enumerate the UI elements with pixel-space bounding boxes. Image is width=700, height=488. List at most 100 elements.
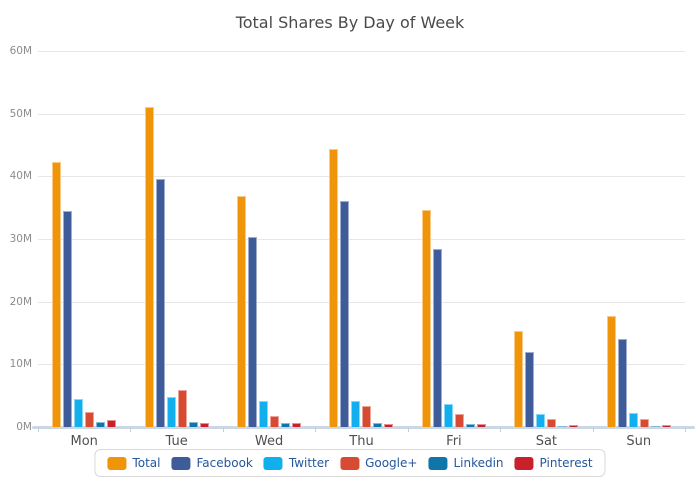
x-axis-category-label-wed: Wed: [254, 434, 284, 449]
legend-item-facebook[interactable]: Facebook: [171, 456, 253, 470]
bar-google-sat[interactable]: [547, 418, 557, 427]
y-axis-tick-label: 40M: [9, 170, 32, 183]
bar-pinterest-tue[interactable]: [199, 422, 209, 427]
bar-linkedin-sat[interactable]: [558, 426, 568, 427]
x-axis-tick: [222, 427, 224, 432]
x-axis-tick: [500, 427, 502, 432]
x-axis-line: [32, 426, 695, 429]
gridline-20m: [38, 301, 685, 303]
bar-google-wed[interactable]: [270, 415, 280, 427]
bar-facebook-thu[interactable]: [340, 200, 350, 427]
y-axis-tick-label: 50M: [9, 107, 32, 120]
legend-swatch-linkedin: [428, 456, 448, 470]
bar-total-sat[interactable]: [514, 331, 524, 427]
bar-twitter-wed[interactable]: [259, 401, 269, 427]
bar-group-wed: [223, 51, 315, 427]
y-axis-tick-label: 20M: [9, 295, 32, 308]
legend-item-twitter[interactable]: Twitter: [263, 456, 330, 470]
bar-twitter-sat[interactable]: [536, 413, 546, 427]
x-axis-category-label-sat: Sat: [535, 434, 558, 449]
chart-legend: Total Facebook Twitter Google+ Linkedin Pinte…: [94, 449, 606, 477]
bar-twitter-mon[interactable]: [74, 399, 84, 427]
x-axis-category-label-sun: Sun: [626, 434, 652, 449]
legend-swatch-google: [340, 456, 360, 470]
gridline-10m: [38, 364, 685, 366]
legend-label-twitter: Twitter: [288, 456, 330, 470]
bar-linkedin-thu[interactable]: [373, 422, 383, 427]
bar-total-sun[interactable]: [606, 316, 616, 427]
bar-twitter-fri[interactable]: [443, 403, 453, 427]
legend-swatch-twitter: [263, 456, 283, 470]
bar-pinterest-fri[interactable]: [476, 423, 486, 427]
x-axis-tick: [315, 427, 317, 432]
x-axis-tick: [38, 427, 39, 432]
gridline-50m: [38, 113, 685, 115]
bar-group-tue: [130, 51, 222, 427]
bar-group-fri: [408, 51, 500, 427]
y-axis-tick-label: 60M: [9, 45, 32, 57]
bar-total-tue[interactable]: [144, 107, 154, 427]
x-axis-tick: [130, 427, 132, 432]
bar-facebook-fri[interactable]: [432, 249, 442, 427]
bar-total-mon[interactable]: [52, 161, 62, 427]
legend-label-facebook: Facebook: [196, 456, 253, 470]
legend-label-total: Total: [132, 456, 161, 470]
legend-label-pinterest: Pinterest: [539, 456, 593, 470]
bar-twitter-thu[interactable]: [351, 400, 361, 427]
bar-pinterest-thu[interactable]: [384, 423, 394, 427]
bar-facebook-mon[interactable]: [63, 210, 73, 427]
chart-title: Total Shares By Day of Week: [235, 13, 465, 32]
x-axis-tick: [685, 427, 686, 432]
legend-label-linkedin: Linkedin: [453, 456, 504, 470]
bar-facebook-sat[interactable]: [525, 352, 535, 427]
bar-google-thu[interactable]: [362, 406, 372, 427]
bar-linkedin-fri[interactable]: [465, 423, 475, 427]
bar-google-mon[interactable]: [85, 411, 95, 427]
legend-item-total[interactable]: Total: [107, 456, 160, 470]
bar-total-thu[interactable]: [329, 149, 339, 427]
bar-total-wed[interactable]: [237, 195, 247, 427]
bar-pinterest-wed[interactable]: [292, 423, 302, 427]
bar-pinterest-sun[interactable]: [661, 424, 671, 427]
bar-twitter-sun[interactable]: [628, 413, 638, 427]
bar-linkedin-mon[interactable]: [96, 422, 106, 427]
bar-pinterest-mon[interactable]: [107, 420, 117, 427]
legend-item-pinterest[interactable]: Pinterest: [514, 456, 593, 470]
gridline-30m: [38, 239, 685, 240]
gridline-60m: [38, 51, 685, 52]
bar-twitter-tue[interactable]: [166, 396, 176, 427]
bar-group-sat: [500, 51, 592, 427]
plot-area: [32, 51, 695, 429]
bar-google-sun[interactable]: [639, 418, 649, 427]
y-axis-tick-label: 0M: [16, 421, 32, 433]
bar-group-sun: [593, 51, 685, 427]
legend-swatch-pinterest: [514, 456, 534, 470]
x-axis-category-label-thu: Thu: [349, 434, 374, 449]
bar-linkedin-sun[interactable]: [650, 426, 660, 427]
bar-group-mon: [38, 51, 130, 427]
x-axis-tick: [407, 427, 409, 432]
legend-item-google[interactable]: Google+: [340, 456, 417, 470]
bar-google-fri[interactable]: [454, 414, 464, 427]
x-axis-category-label-mon: Mon: [70, 434, 98, 449]
bar-group-thu: [315, 51, 407, 427]
bar-total-fri[interactable]: [421, 210, 431, 427]
bar-pinterest-sat[interactable]: [569, 424, 579, 427]
y-axis-tick-label: 30M: [9, 233, 32, 245]
bar-facebook-tue[interactable]: [155, 179, 165, 427]
x-axis-category-label-tue: Tue: [165, 434, 188, 449]
x-axis-tick: [592, 427, 594, 432]
bar-facebook-wed[interactable]: [248, 236, 258, 427]
gridline-40m: [38, 176, 685, 178]
legend-swatch-facebook: [171, 456, 191, 470]
bar-linkedin-tue[interactable]: [188, 422, 198, 427]
legend-item-linkedin[interactable]: Linkedin: [428, 456, 504, 470]
bar-facebook-sun[interactable]: [617, 339, 627, 427]
bar-linkedin-wed[interactable]: [281, 422, 291, 427]
legend-swatch-total: [107, 456, 127, 470]
y-axis-tick-label: 10M: [9, 358, 32, 371]
bar-google-tue[interactable]: [177, 390, 187, 427]
x-axis-category-label-fri: Fri: [446, 434, 462, 449]
legend-label-google: Google+: [365, 456, 418, 470]
